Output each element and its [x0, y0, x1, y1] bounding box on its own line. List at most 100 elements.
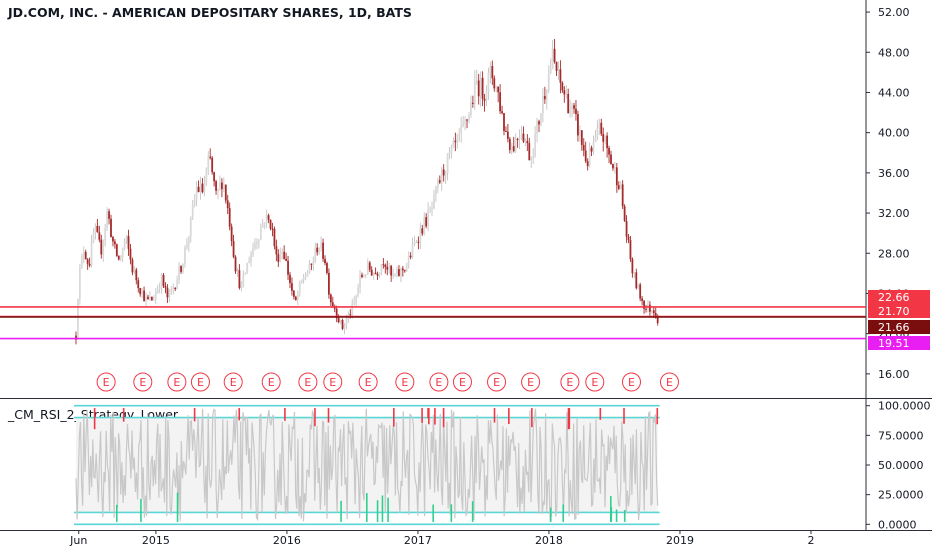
candle-body: [351, 303, 354, 316]
candle-body: [540, 113, 542, 125]
candle-body: [390, 265, 393, 276]
candle-body: [328, 272, 330, 295]
earnings-marker: [358, 372, 378, 392]
candle-body: [495, 86, 498, 89]
candle-body: [162, 274, 165, 287]
candle-body: [508, 138, 511, 150]
candle-body: [479, 77, 482, 97]
candle-body: [285, 258, 288, 261]
level-label-bg: [868, 320, 930, 334]
candle-body: [425, 217, 428, 227]
candle-body: [143, 290, 145, 302]
earnings-marker-label: E: [103, 376, 110, 389]
candle-body: [415, 241, 418, 243]
candle-body: [248, 261, 251, 264]
candle-body: [652, 310, 655, 314]
level-label: 21.66: [878, 321, 910, 334]
candle-body: [193, 199, 196, 206]
time-tick-label: 2018: [535, 534, 563, 547]
candle-body: [530, 158, 533, 161]
candle-body: [279, 253, 282, 262]
candle-body: [524, 141, 527, 143]
candle-body: [335, 308, 338, 318]
candle-body: [481, 77, 484, 99]
candle-body: [205, 170, 208, 184]
candle-body: [378, 272, 381, 276]
candle-body: [545, 90, 548, 100]
candle-body: [236, 270, 239, 272]
candle-body: [538, 121, 540, 125]
candle-body: [569, 108, 572, 114]
candle-body: [117, 255, 120, 260]
candle-body: [466, 119, 468, 121]
candle-body: [172, 287, 175, 290]
candle-body: [86, 259, 89, 264]
candle-body: [384, 264, 387, 268]
candle-body: [411, 244, 414, 258]
candle-body: [82, 252, 85, 256]
candle-body: [436, 180, 439, 188]
candle-body: [125, 236, 128, 242]
candle-body: [510, 146, 513, 150]
level-label-bg: [868, 304, 930, 318]
candle-body: [505, 130, 507, 132]
earnings-marker-label: E: [365, 376, 372, 389]
time-tick-label: 2016: [273, 534, 301, 547]
candle-body: [318, 248, 321, 253]
candle-body: [115, 244, 118, 256]
candle-body: [361, 274, 363, 277]
candle-body: [113, 241, 116, 245]
price-tick-label: 28.00: [878, 247, 910, 260]
candle-body: [102, 240, 105, 255]
candle-body: [468, 114, 470, 120]
earnings-marker-label: E: [401, 376, 408, 389]
candle-body: [164, 286, 167, 288]
candle-body: [123, 241, 126, 249]
candle-body: [112, 237, 114, 242]
candle-body: [514, 138, 517, 152]
candle-body: [435, 187, 437, 195]
candle-body: [359, 274, 361, 289]
candle-body: [641, 298, 644, 301]
candle-body: [357, 288, 359, 296]
candle-body: [180, 266, 182, 272]
candle-body: [80, 255, 83, 268]
candle-body: [337, 317, 340, 323]
level-label: 22.66: [878, 291, 910, 304]
candle-body: [275, 246, 278, 255]
candle-body: [220, 182, 223, 190]
candle-body: [277, 254, 280, 262]
candle-body: [454, 140, 457, 143]
candle-body: [621, 184, 624, 207]
candle-body: [320, 242, 323, 249]
candle-body: [399, 268, 402, 277]
candles: [75, 38, 659, 345]
candle-body: [559, 69, 562, 83]
candle-body: [139, 288, 142, 295]
earnings-marker-label: E: [197, 376, 204, 389]
candle-body: [516, 138, 519, 140]
earnings-marker: [323, 372, 343, 392]
candle-body: [363, 275, 365, 277]
candle-body: [448, 152, 451, 154]
price-tick-label: 36.00: [878, 167, 910, 180]
candle-body: [629, 240, 632, 260]
price-tick-label: 44.00: [878, 86, 910, 99]
earnings-marker-label: E: [268, 376, 275, 389]
earnings-marker: [223, 372, 243, 392]
price-tick-label: 40.00: [878, 127, 910, 140]
candle-body: [409, 255, 412, 258]
candle-body: [650, 310, 653, 312]
earnings-marker: [167, 372, 187, 392]
candle-body: [185, 244, 188, 248]
candle-body: [547, 73, 550, 91]
candle-body: [403, 270, 406, 272]
earnings-marker: [133, 372, 153, 392]
candle-body: [433, 194, 435, 208]
candle-body: [643, 300, 645, 309]
candle-body: [246, 263, 249, 274]
candle-body: [135, 269, 138, 281]
candle-body: [366, 262, 369, 275]
candle-body: [473, 80, 476, 104]
candle-body: [250, 254, 252, 262]
